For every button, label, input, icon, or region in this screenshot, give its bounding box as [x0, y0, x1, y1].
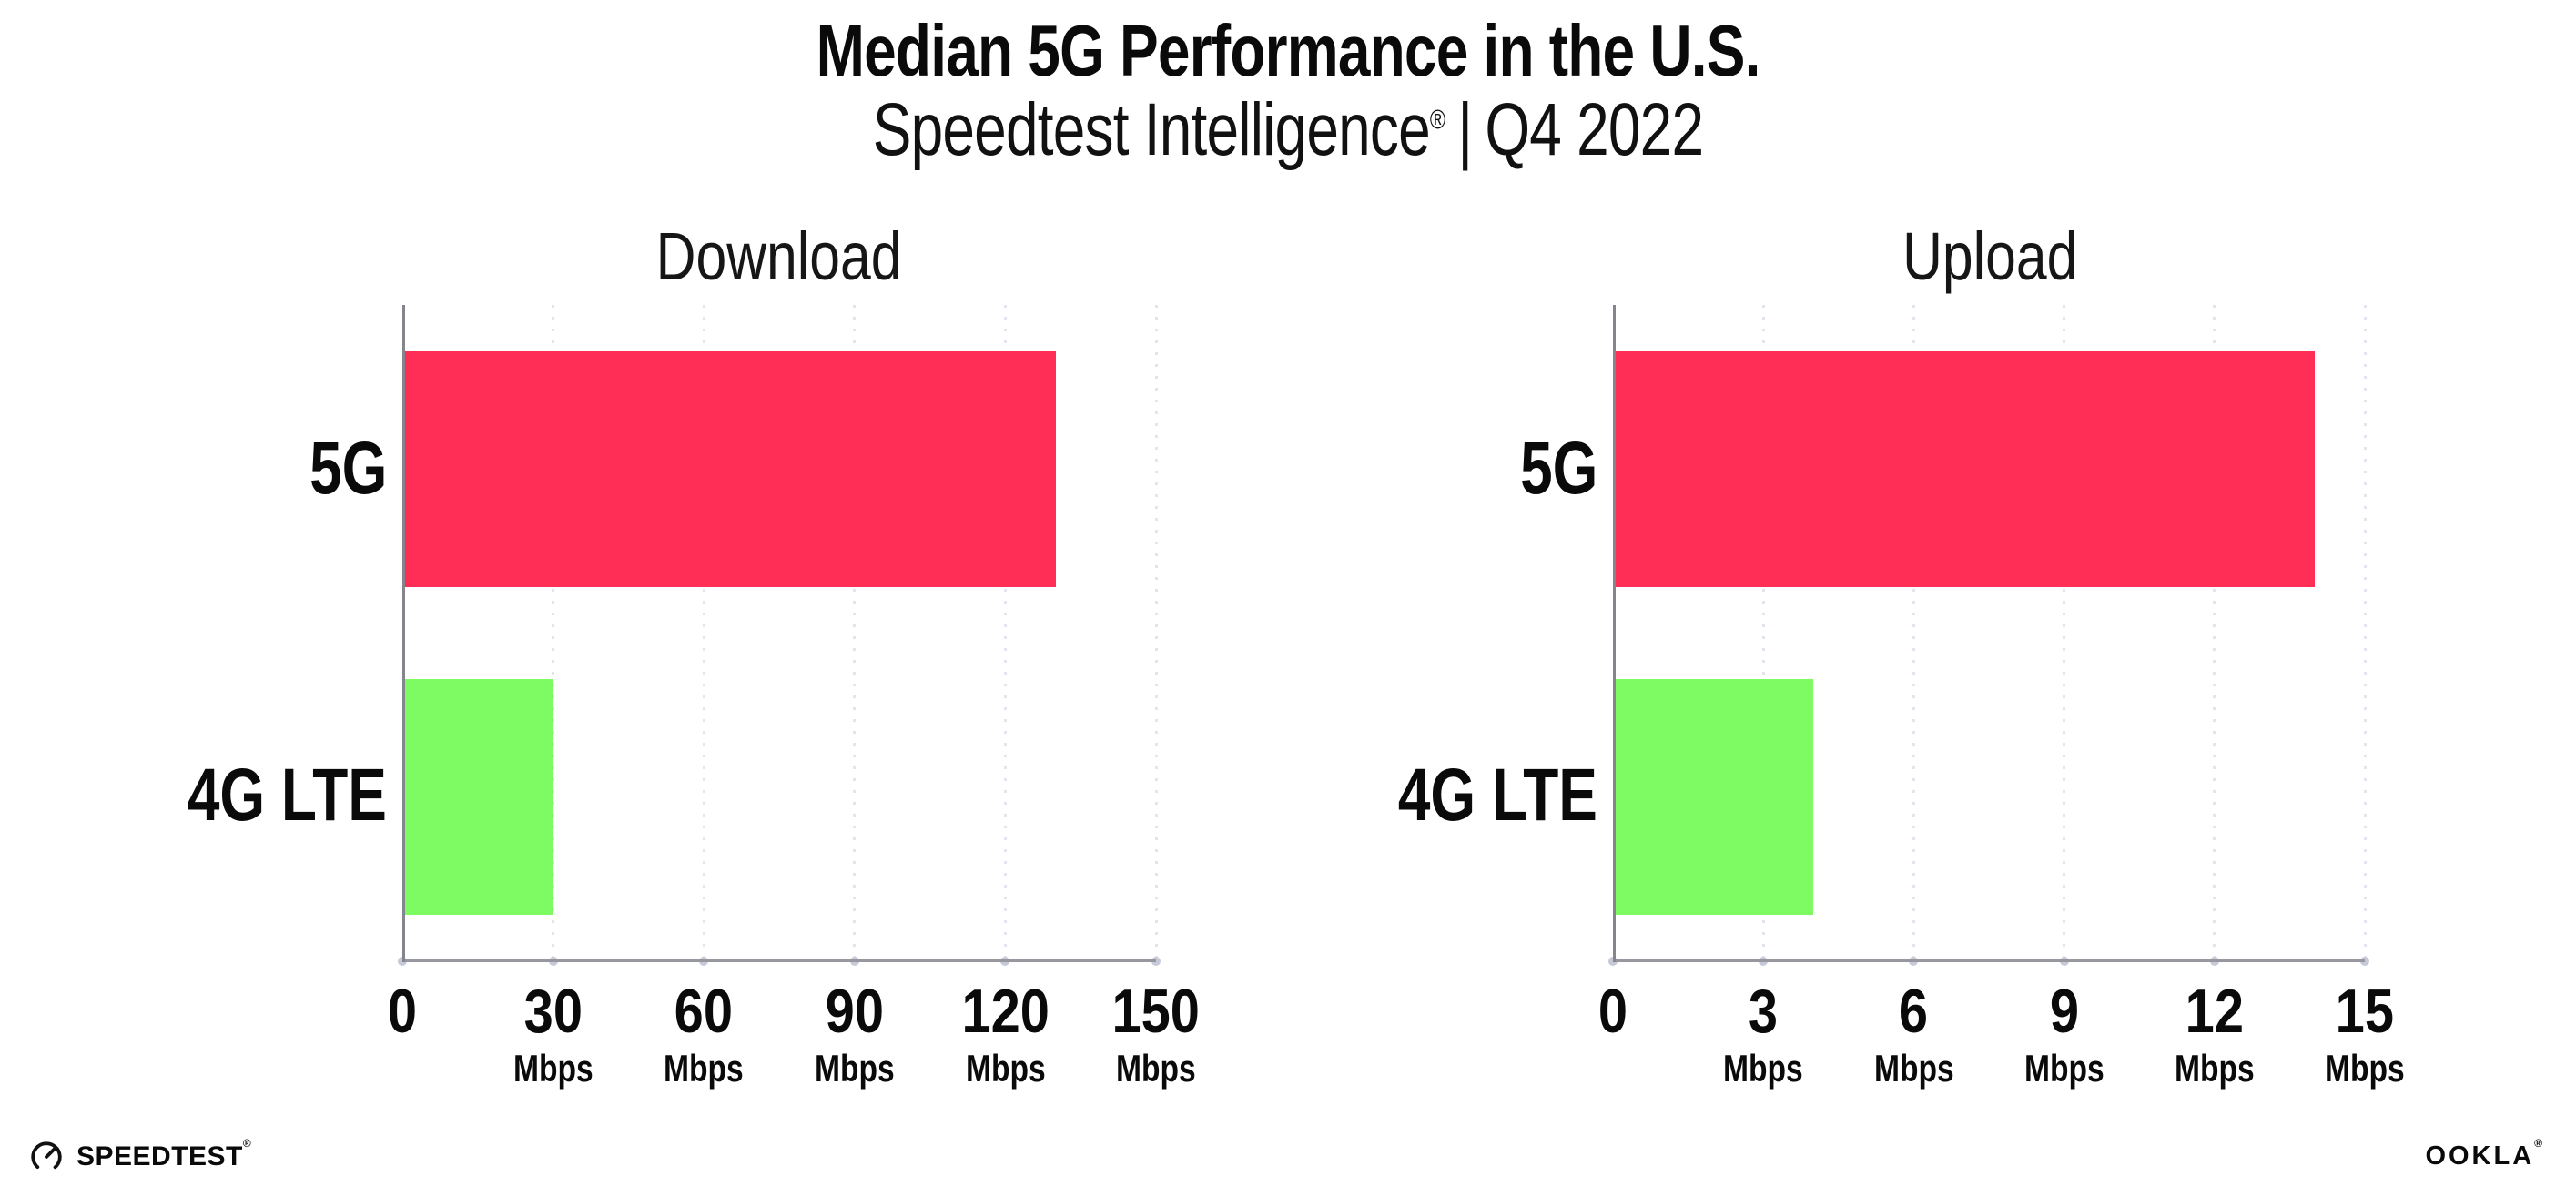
ookla-logo: OOKLA® [2425, 1138, 2545, 1171]
gridline-12 [2213, 305, 2216, 959]
bar-4g-lte [405, 678, 553, 915]
ookla-registered-mark: ® [2534, 1137, 2545, 1150]
speedtest-gauge-icon [31, 1141, 62, 1172]
tick-label-120: 120 [961, 977, 1050, 1046]
gridline-15 [2363, 305, 2367, 959]
tick-label-6: 6 [1899, 977, 1929, 1046]
subtitle-period: Q4 2022 [1485, 88, 1704, 171]
page-title: Median 5G Performance in the U.S. [0, 15, 2576, 87]
download-plot-area: 0 30 Mbps 60 Mbps 90 Mbps 120 Mbps 150 Mbps 5G 4G LT… [188, 305, 1200, 1088]
tick-label-0: 0 [1597, 977, 1628, 1046]
bar-5g [1616, 351, 2315, 587]
row-label-4g-lte: 4G LTE [187, 754, 387, 837]
page-subtitle: Speedtest Intelligence® | Q4 2022 [0, 93, 2576, 167]
tick-label-30: 30 [523, 977, 583, 1046]
tick-label-90: 90 [825, 977, 884, 1046]
tick-unit-60: Mbps [664, 1047, 745, 1090]
speedtest-logo-text: SPEEDTEST® [76, 1137, 252, 1172]
upload-chart: Upload 0 3 Mbps 6 Mbps 9 Mbps 12 Mbps 15 Mbps 5G 4G … [1329, 223, 2412, 1142]
tick-unit-15: Mbps [2325, 1047, 2405, 1090]
tick-label-15: 15 [2335, 977, 2395, 1046]
tick-unit-3: Mbps [1723, 1047, 1804, 1090]
x-axis-line [1613, 959, 2365, 962]
registered-mark: ® [1429, 105, 1445, 136]
tick-unit-120: Mbps [965, 1047, 1046, 1090]
row-label-4g-lte: 4G LTE [1397, 754, 1597, 837]
gridline-150 [1154, 305, 1158, 959]
bar-5g [405, 351, 1056, 587]
tick-label-60: 60 [674, 977, 734, 1046]
tick-label-3: 3 [1749, 977, 1779, 1046]
upload-plot-area: 0 3 Mbps 6 Mbps 9 Mbps 12 Mbps 15 Mbps 5G 4G LTE [1398, 305, 2405, 1088]
gridline-120 [1003, 305, 1007, 959]
gridline-60 [702, 305, 705, 959]
download-chart-title: Download [656, 218, 902, 294]
bar-4g-lte [1616, 678, 1814, 915]
ookla-logo-text: OOKLA [2425, 1141, 2535, 1171]
row-label-5g: 5G [309, 426, 387, 510]
tick-label-0: 0 [387, 977, 418, 1046]
tick-unit-150: Mbps [1116, 1047, 1196, 1090]
y-axis-line [402, 305, 405, 962]
gridline-6 [1912, 305, 1915, 959]
tick-label-150: 150 [1111, 977, 1201, 1046]
x-axis-line [402, 959, 1156, 962]
row-label-5g: 5G [1519, 426, 1597, 510]
tick-unit-9: Mbps [2023, 1047, 2104, 1090]
tick-unit-12: Mbps [2174, 1047, 2255, 1090]
tick-label-9: 9 [2049, 977, 2079, 1046]
gridline-9 [2063, 305, 2066, 959]
upload-chart-title: Upload [1902, 218, 2078, 294]
y-axis-line [1613, 305, 1616, 962]
tick-unit-6: Mbps [1873, 1047, 1954, 1090]
page-title-text: Median 5G Performance in the U.S. [816, 10, 1761, 91]
subtitle-divider: | [1457, 88, 1473, 171]
tick-label-12: 12 [2185, 977, 2244, 1046]
download-chart: Download 0 30 Mbps 60 Mbps 90 Mbps 120 Mbps 150 Mb… [118, 223, 1202, 1142]
gridline-90 [853, 305, 857, 959]
subtitle-brand: Speedtest Intelligence [872, 88, 1431, 171]
tick-dot-15 [2360, 957, 2369, 966]
gridline-30 [552, 305, 555, 959]
tick-dot-150 [1151, 957, 1161, 966]
speedtest-logo: SPEEDTEST® [29, 1137, 252, 1174]
speedtest-registered-mark: ® [242, 1137, 252, 1150]
gridline-3 [1761, 305, 1765, 959]
tick-unit-90: Mbps [814, 1047, 895, 1090]
tick-unit-30: Mbps [512, 1047, 593, 1090]
